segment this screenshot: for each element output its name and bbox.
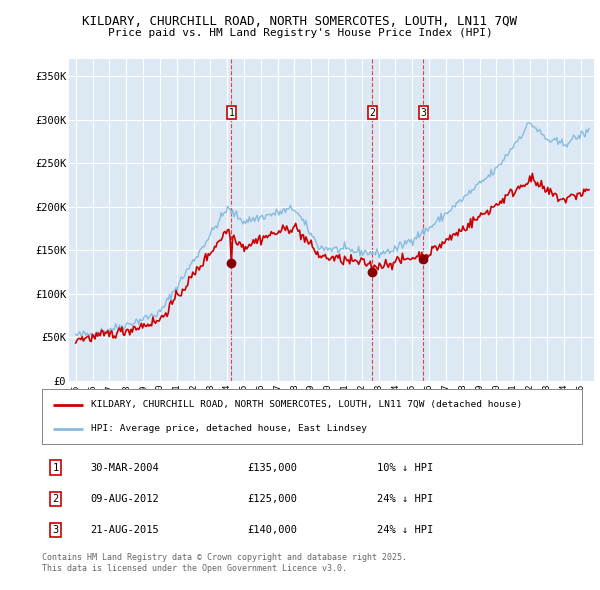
Text: 2: 2 <box>52 494 59 504</box>
Text: 10% ↓ HPI: 10% ↓ HPI <box>377 463 433 473</box>
Text: 1: 1 <box>229 108 235 118</box>
Text: 3: 3 <box>420 108 426 118</box>
Text: 2: 2 <box>369 108 375 118</box>
Text: £125,000: £125,000 <box>247 494 297 504</box>
Text: KILDARY, CHURCHILL ROAD, NORTH SOMERCOTES, LOUTH, LN11 7QW: KILDARY, CHURCHILL ROAD, NORTH SOMERCOTE… <box>83 15 517 28</box>
Text: 1: 1 <box>52 463 59 473</box>
Text: HPI: Average price, detached house, East Lindsey: HPI: Average price, detached house, East… <box>91 424 367 434</box>
Text: KILDARY, CHURCHILL ROAD, NORTH SOMERCOTES, LOUTH, LN11 7QW (detached house): KILDARY, CHURCHILL ROAD, NORTH SOMERCOTE… <box>91 400 522 409</box>
Text: 3: 3 <box>52 525 59 535</box>
Text: 09-AUG-2012: 09-AUG-2012 <box>91 494 160 504</box>
Text: Price paid vs. HM Land Registry's House Price Index (HPI): Price paid vs. HM Land Registry's House … <box>107 28 493 38</box>
Text: 21-AUG-2015: 21-AUG-2015 <box>91 525 160 535</box>
Text: 24% ↓ HPI: 24% ↓ HPI <box>377 525 433 535</box>
Text: £140,000: £140,000 <box>247 525 297 535</box>
Text: £135,000: £135,000 <box>247 463 297 473</box>
Text: 30-MAR-2004: 30-MAR-2004 <box>91 463 160 473</box>
Text: 24% ↓ HPI: 24% ↓ HPI <box>377 494 433 504</box>
Text: Contains HM Land Registry data © Crown copyright and database right 2025.
This d: Contains HM Land Registry data © Crown c… <box>42 553 407 573</box>
